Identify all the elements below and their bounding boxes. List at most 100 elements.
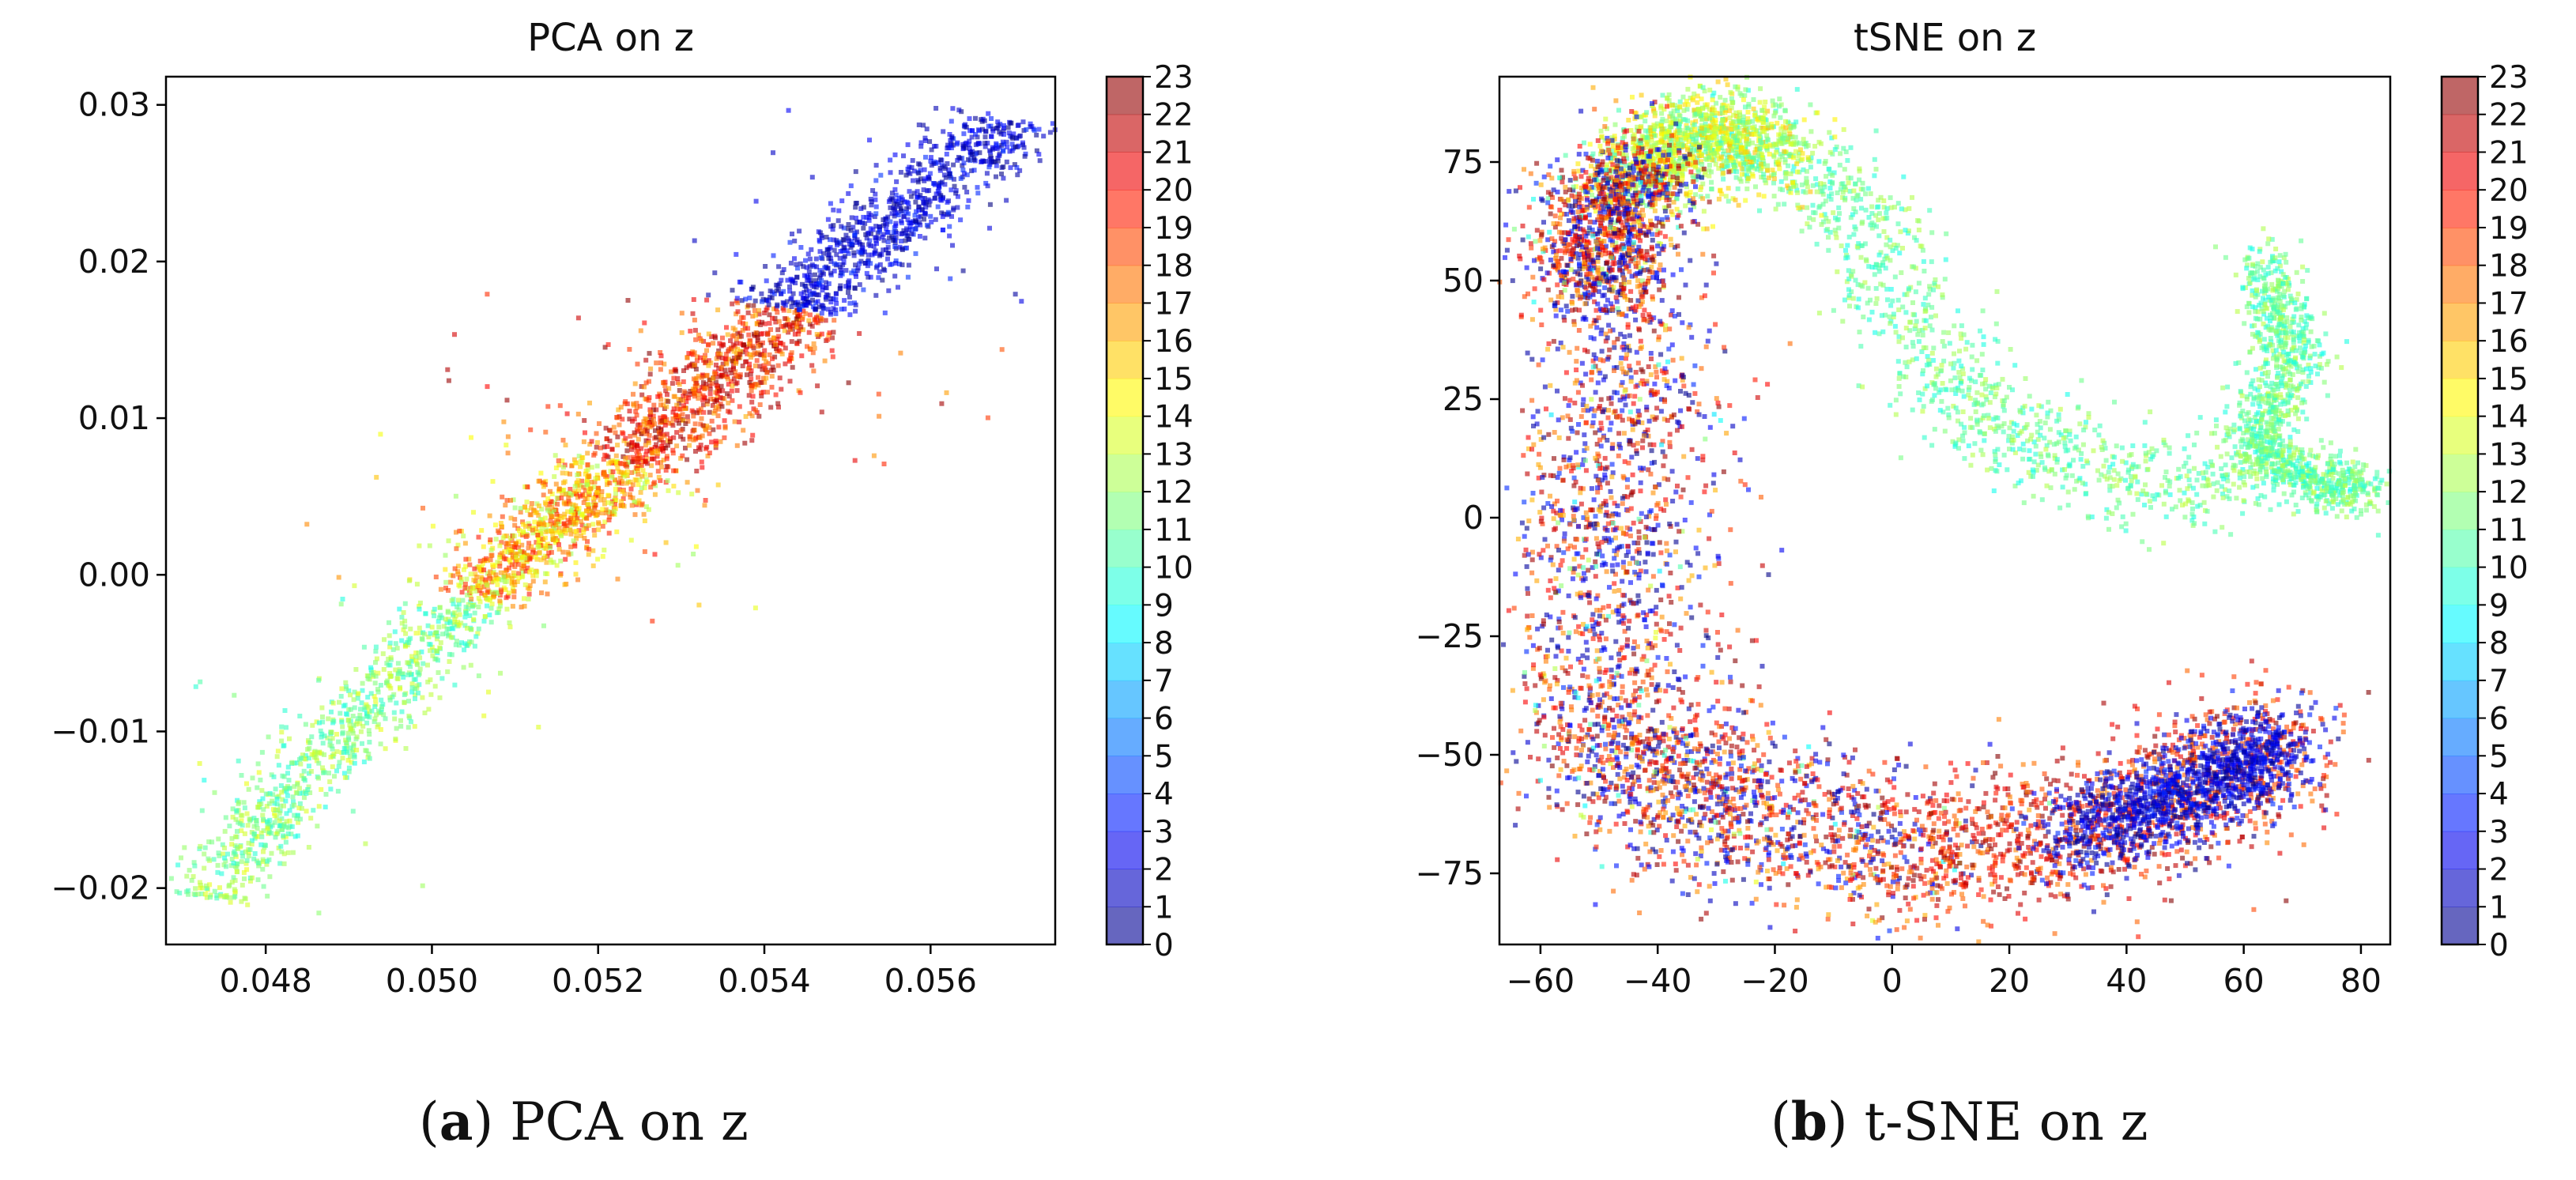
data-point bbox=[1912, 235, 1917, 240]
data-point bbox=[395, 661, 401, 666]
data-point bbox=[483, 556, 488, 561]
data-point bbox=[918, 222, 923, 228]
data-point bbox=[533, 551, 538, 556]
data-point bbox=[2273, 408, 2279, 413]
data-point bbox=[607, 438, 613, 443]
data-point bbox=[530, 530, 536, 536]
data-point bbox=[217, 853, 222, 858]
data-point bbox=[465, 625, 470, 631]
data-point bbox=[472, 643, 477, 649]
data-point bbox=[619, 499, 624, 504]
data-point bbox=[2344, 469, 2350, 475]
data-point bbox=[409, 685, 415, 691]
data-point bbox=[2314, 504, 2319, 509]
data-point bbox=[2271, 427, 2276, 432]
data-point bbox=[2284, 385, 2288, 390]
data-point bbox=[743, 321, 749, 326]
data-point bbox=[834, 238, 839, 243]
data-point bbox=[292, 802, 297, 808]
data-point bbox=[2308, 475, 2314, 481]
data-point bbox=[470, 604, 475, 609]
data-point bbox=[479, 528, 485, 533]
data-point bbox=[636, 422, 641, 428]
data-point bbox=[447, 659, 452, 664]
data-point bbox=[698, 355, 703, 360]
data-point bbox=[2278, 402, 2284, 407]
data-point bbox=[650, 618, 655, 624]
data-point bbox=[715, 394, 721, 400]
data-point bbox=[425, 662, 430, 668]
data-point bbox=[474, 575, 480, 580]
data-point bbox=[639, 462, 644, 468]
data-point bbox=[2298, 334, 2303, 339]
data-point bbox=[583, 488, 588, 493]
data-point bbox=[728, 368, 734, 373]
data-point bbox=[503, 587, 508, 593]
data-point bbox=[734, 298, 739, 303]
data-point bbox=[685, 457, 690, 462]
data-point bbox=[913, 199, 918, 205]
data-point bbox=[2276, 453, 2281, 458]
data-point bbox=[2260, 259, 2265, 265]
data-point bbox=[309, 752, 315, 757]
data-point bbox=[842, 306, 847, 311]
colorbar-band bbox=[1107, 114, 1143, 153]
data-point bbox=[456, 622, 462, 628]
data-point bbox=[2266, 446, 2272, 451]
data-point bbox=[656, 474, 662, 480]
data-point bbox=[1001, 128, 1006, 134]
data-point bbox=[497, 543, 503, 549]
data-point bbox=[451, 622, 457, 628]
data-point bbox=[209, 839, 215, 845]
colorbar-band bbox=[1107, 190, 1143, 228]
data-point bbox=[246, 854, 251, 858]
data-point bbox=[503, 503, 508, 508]
data-point bbox=[563, 556, 568, 562]
data-point bbox=[870, 188, 876, 193]
data-point bbox=[305, 747, 311, 752]
data-point bbox=[345, 757, 351, 763]
data-point bbox=[971, 157, 977, 163]
data-point bbox=[898, 170, 903, 175]
data-point bbox=[1019, 299, 1024, 304]
data-point bbox=[543, 571, 549, 576]
data-point bbox=[2250, 304, 2255, 310]
data-point bbox=[1884, 286, 1890, 292]
data-point bbox=[809, 283, 815, 288]
data-point bbox=[2291, 452, 2297, 458]
data-point bbox=[307, 740, 313, 745]
data-point bbox=[676, 490, 681, 496]
data-point bbox=[2268, 328, 2273, 333]
data-point bbox=[2244, 397, 2250, 402]
data-point bbox=[868, 243, 873, 248]
data-point bbox=[768, 327, 773, 332]
data-point bbox=[865, 263, 870, 269]
data-point bbox=[2020, 441, 2026, 447]
data-point bbox=[2299, 400, 2305, 405]
data-point bbox=[2379, 477, 2385, 483]
data-point bbox=[511, 497, 516, 503]
data-point bbox=[526, 552, 531, 558]
data-point bbox=[960, 163, 965, 168]
data-point bbox=[2284, 474, 2289, 480]
data-point bbox=[2280, 326, 2286, 332]
data-point bbox=[787, 284, 792, 289]
data-point bbox=[2261, 311, 2267, 317]
data-point bbox=[476, 605, 481, 609]
data-point bbox=[549, 529, 554, 534]
data-point bbox=[987, 148, 993, 153]
colorbar-tick-label: 17 bbox=[1154, 286, 1194, 322]
data-point bbox=[436, 619, 441, 624]
data-point bbox=[2264, 420, 2269, 425]
data-point bbox=[688, 351, 694, 356]
data-point bbox=[488, 552, 494, 558]
data-point bbox=[2257, 428, 2263, 434]
data-point bbox=[646, 507, 651, 512]
data-point bbox=[355, 716, 360, 722]
data-point bbox=[449, 598, 454, 603]
data-point bbox=[2218, 454, 2223, 459]
data-point bbox=[486, 574, 492, 579]
data-point bbox=[425, 623, 431, 628]
data-point bbox=[560, 470, 565, 476]
